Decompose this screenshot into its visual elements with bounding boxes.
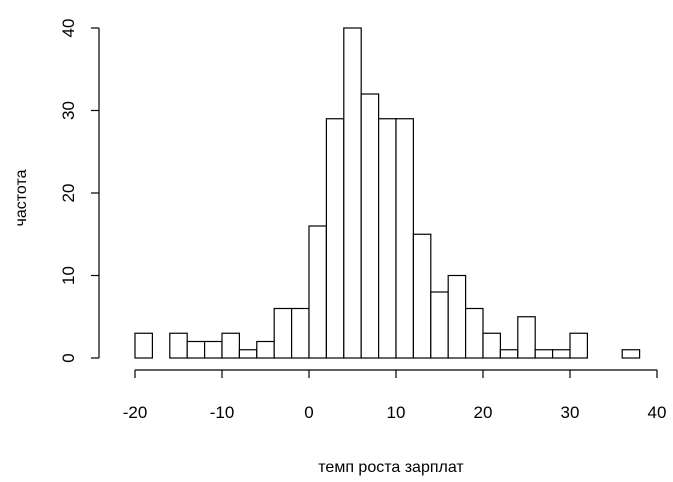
y-tick-label: 20: [59, 184, 78, 203]
histogram-bar: [395, 118, 414, 359]
x-axis-title: темп роста зарплат: [318, 459, 464, 476]
histogram-bar: [186, 340, 206, 359]
histogram-bar: [273, 307, 293, 359]
histogram-bar: [465, 307, 484, 359]
y-tick-label: 0: [59, 353, 78, 362]
histogram-bar: [499, 349, 519, 359]
y-tick-label: 10: [59, 266, 78, 285]
histogram-bar: [621, 349, 641, 359]
histogram-bar: [343, 27, 362, 359]
x-tick-label: 30: [561, 403, 580, 422]
histogram-bar: [551, 349, 571, 359]
x-tick-label: 10: [387, 403, 406, 422]
histogram-bar: [308, 225, 327, 359]
histogram-bar: [360, 93, 380, 359]
histogram-bar: [482, 332, 501, 359]
x-axis: -20 -10 0 10 20 30 40: [123, 369, 667, 422]
histogram-bar: [378, 118, 397, 359]
x-tick-label: -10: [210, 403, 235, 422]
histogram-bar: [291, 307, 310, 359]
y-axis-title: частота: [13, 169, 30, 226]
x-tick-label: 0: [304, 403, 313, 422]
histogram-bar: [238, 349, 258, 359]
histogram-bar: [430, 291, 449, 359]
x-tick-label: 20: [474, 403, 493, 422]
histogram-bar: [221, 332, 240, 359]
y-axis: 0 10 20 30 40: [59, 19, 100, 363]
histogram-bar: [412, 233, 432, 359]
histogram-bar: [447, 274, 467, 359]
y-tick-label: 30: [59, 101, 78, 120]
histogram-bar: [169, 332, 188, 359]
bars-group: [134, 27, 641, 359]
histogram-bar: [534, 349, 554, 359]
histogram-bar: [517, 316, 536, 359]
histogram-bar: [204, 340, 223, 359]
y-tick-label: 40: [59, 19, 78, 38]
histogram-bar: [134, 332, 153, 359]
histogram-bar: [325, 118, 345, 359]
x-tick-label: 40: [648, 403, 667, 422]
histogram-bar: [569, 332, 588, 359]
x-tick-label: -20: [123, 403, 148, 422]
histogram-bar: [256, 340, 275, 359]
